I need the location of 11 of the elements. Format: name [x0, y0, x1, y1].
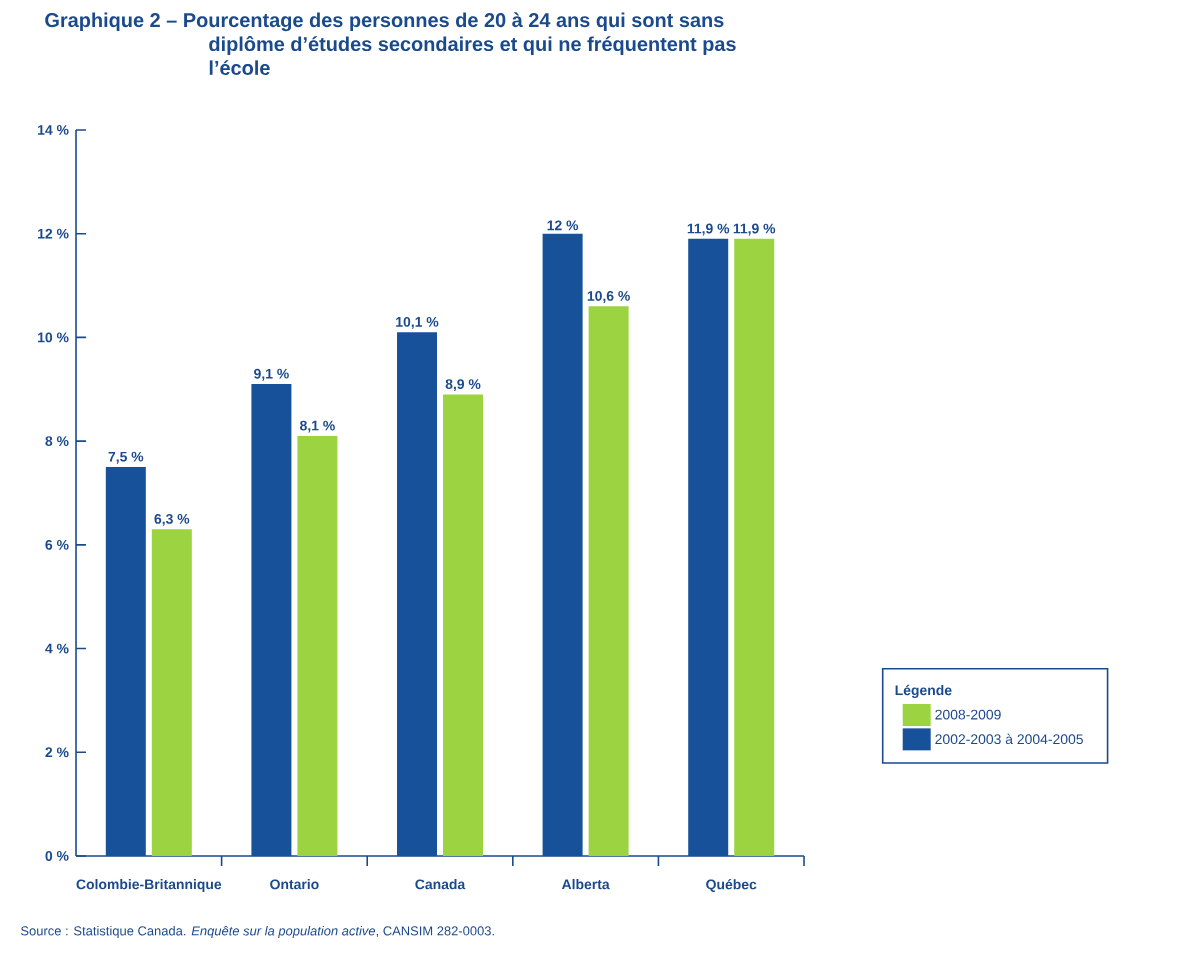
bar — [588, 306, 629, 856]
bar — [443, 394, 484, 856]
bar — [297, 435, 338, 856]
bar — [397, 332, 438, 856]
bar — [251, 384, 292, 856]
chart-title: Graphique 2 – Pourcentage des personnes de 20 à 24 ans qui sont sans diplôme d’études secondaires et qui ne fréquentent pas l’école — [45, 12, 736, 75]
bar — [688, 238, 729, 856]
bar — [734, 238, 775, 856]
bar — [542, 233, 583, 856]
bar — [105, 467, 146, 856]
bar — [151, 529, 192, 856]
